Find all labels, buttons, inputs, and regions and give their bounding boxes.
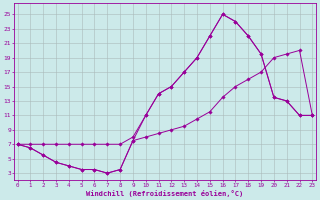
X-axis label: Windchill (Refroidissement éolien,°C): Windchill (Refroidissement éolien,°C) <box>86 190 244 197</box>
